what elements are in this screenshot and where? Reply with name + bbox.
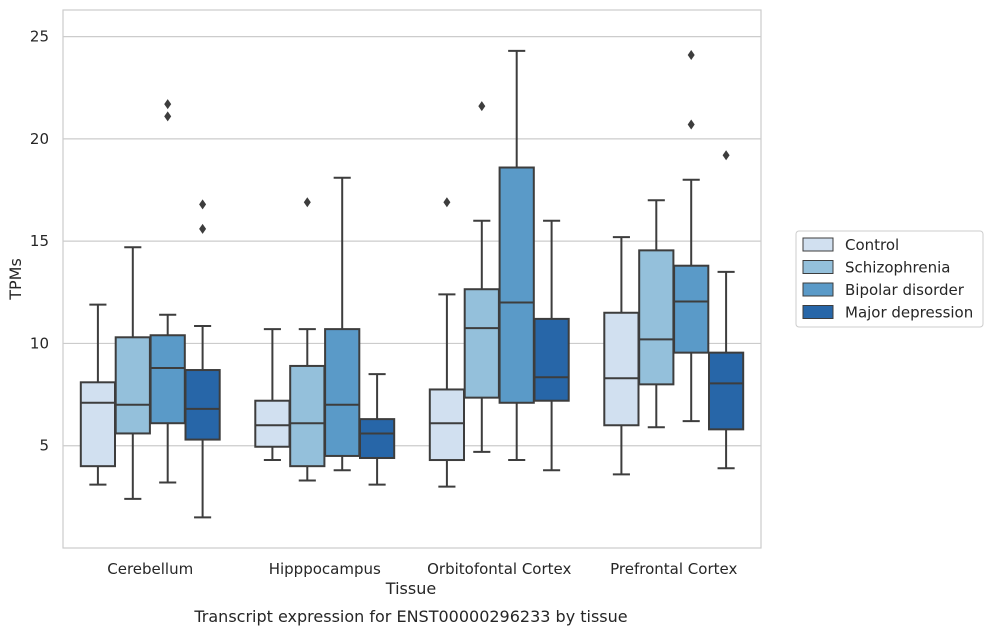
legend-item: Bipolar disorder [802, 281, 965, 299]
outlier-point [687, 119, 695, 130]
y-tick-label: 20 [30, 130, 49, 148]
outlier-point [687, 50, 695, 61]
box-body [498, 166, 535, 404]
legend-swatch [802, 237, 834, 252]
y-tick-label: 15 [30, 232, 49, 250]
box [114, 246, 151, 500]
box-body [463, 288, 500, 399]
legend-item: Control [802, 236, 899, 254]
box-body [254, 399, 291, 448]
legend-swatch [802, 305, 834, 319]
box-groups [79, 49, 745, 519]
series-schizophrenia [114, 101, 675, 500]
y-tick-label: 25 [30, 28, 49, 46]
box-body [603, 311, 640, 427]
y-axis-ticks: 5 10 15 20 25 [30, 28, 49, 455]
y-tick-label: 5 [39, 437, 49, 455]
series-control [79, 197, 640, 488]
chart-caption: Transcript expression for ENST0000029623… [193, 607, 627, 626]
legend: Control Schizophrenia Bipolar disorder Majo… [795, 230, 984, 328]
outlier-point [164, 111, 172, 122]
legend-label: Schizophrenia [845, 259, 950, 277]
box-body [79, 381, 117, 468]
outlier-point [303, 197, 311, 208]
x-axis-ticks: Cerebellum Hipppocampus Orbitofontal Corte… [107, 560, 737, 578]
legend-item: Major depression [802, 304, 973, 322]
box-body [114, 336, 151, 435]
box [498, 49, 535, 462]
box-body [707, 351, 745, 431]
box-body [324, 328, 361, 457]
box-body [673, 264, 710, 354]
box-body [289, 364, 326, 468]
y-axis-label: TPMs [6, 258, 25, 301]
legend-frame [795, 230, 984, 328]
outlier-point [478, 101, 486, 112]
legend-label: Major depression [845, 304, 973, 322]
series-bipolar-disorder [149, 49, 710, 484]
outlier-point [199, 223, 207, 234]
box [289, 197, 326, 482]
legend-swatch [802, 260, 834, 274]
x-tick-label: Cerebellum [107, 560, 193, 578]
outlier-point [164, 99, 172, 110]
box [428, 197, 466, 488]
box [324, 176, 361, 472]
box [358, 373, 396, 486]
box [603, 236, 640, 476]
x-tick-label: Hipppocampus [269, 560, 381, 578]
box [149, 99, 186, 484]
box [79, 303, 117, 486]
x-tick-label: Prefrontal Cortex [610, 560, 737, 578]
outlier-point [199, 199, 207, 210]
box-body [184, 369, 221, 441]
box [673, 50, 710, 423]
legend-swatch [802, 282, 834, 297]
box [463, 101, 500, 453]
box-body [149, 334, 186, 425]
outlier-point [443, 197, 451, 208]
outlier-point [722, 150, 730, 161]
x-axis-label: Tissue [385, 579, 436, 598]
box [533, 219, 570, 472]
box-body [533, 317, 570, 402]
box [707, 150, 745, 470]
series-major-depression [184, 150, 745, 519]
box-body [638, 249, 675, 386]
x-tick-label: Orbitofontal Cortex [427, 560, 571, 578]
legend-item: Schizophrenia [802, 259, 950, 277]
y-tick-label: 10 [30, 334, 49, 352]
box-body [358, 418, 396, 459]
legend-label: Bipolar disorder [845, 281, 965, 299]
box [638, 199, 675, 429]
box-body [428, 388, 466, 462]
box [184, 199, 221, 519]
legend-label: Control [845, 236, 899, 254]
